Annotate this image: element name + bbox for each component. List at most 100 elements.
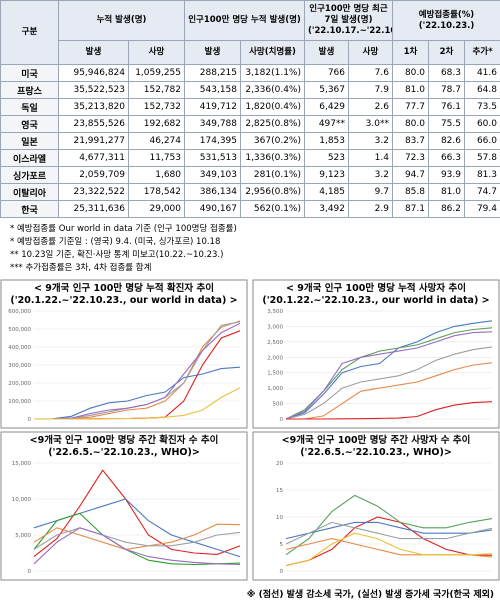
- row: 미국 95,946,824 1,059,255 288,215 3,182(1.1%) 7…: [0, 64, 500, 82]
- cell: 75.5: [428, 115, 465, 133]
- y-tick-label: 15: [276, 488, 283, 494]
- row: 프랑스 35,522,523 152,782 543,158 2,336(0.4%) 5,…: [0, 81, 500, 99]
- cell: 87.1: [392, 200, 429, 218]
- cell: 81.0: [428, 183, 465, 201]
- subheader: 발생: [58, 40, 129, 65]
- cell: 367(0.2%): [240, 132, 305, 150]
- cell: 1,680: [128, 166, 185, 184]
- y-tick-label: 300,000: [8, 363, 31, 369]
- cell: 6,429: [304, 98, 349, 116]
- y-tick-label: 500,000: [8, 327, 31, 333]
- cell: 57.8: [464, 149, 500, 167]
- cell: 23,322,522: [58, 183, 129, 201]
- cell: 7.9: [348, 81, 393, 99]
- y-tick-label: 15,000: [12, 461, 32, 467]
- country: 이스라엘: [0, 149, 59, 167]
- cell: 74.7: [464, 183, 500, 201]
- subheader: 사망(치명률): [240, 40, 305, 65]
- y-tick-label: 2,000: [267, 355, 283, 361]
- cell: 3,492: [304, 200, 349, 218]
- stats-table: 구분 누적 발생(명) 인구100만 명당 누적 발생(명) 인구100만 명당…: [0, 0, 500, 218]
- cell: 60.0: [464, 115, 500, 133]
- cell: 81.3: [464, 166, 500, 184]
- cell: 7.6: [348, 64, 393, 82]
- subheader: 사망: [128, 40, 185, 65]
- series-line: [33, 469, 241, 558]
- cell: 66.0: [464, 132, 500, 150]
- series-line: [34, 387, 241, 420]
- series-line: [285, 331, 493, 420]
- cell: 386,134: [184, 183, 241, 201]
- series-line: [34, 321, 241, 420]
- cell: 66.3: [428, 149, 465, 167]
- y-tick-label: 200,000: [8, 381, 31, 387]
- cell: 178,542: [128, 183, 185, 201]
- chart-subtitle: ('20.1.22.~'22.10.23., our world in data…: [262, 295, 489, 306]
- row: 한국 25,311,636 29,000 490,167 562(0.1%) 3,492 2…: [0, 200, 500, 218]
- cell: 523: [304, 149, 349, 167]
- cell: 68.3: [428, 64, 465, 82]
- subheader: 1차: [392, 40, 429, 65]
- subheader: 2차: [428, 40, 465, 65]
- cell: 3,182(1.1%): [240, 64, 305, 82]
- cell: 72.3: [392, 149, 429, 167]
- cell: 543,158: [184, 81, 241, 99]
- country: 싱가포르: [0, 166, 59, 184]
- cell: 152,732: [128, 98, 185, 116]
- cell: 73.5: [464, 98, 500, 116]
- cell: 80.0: [392, 64, 429, 82]
- panel: [0, 431, 248, 581]
- header: 예방접종률(%) ('22.10.23.): [392, 0, 500, 41]
- series-line: [285, 320, 493, 420]
- cell: 490,167: [184, 200, 241, 218]
- cell: 93.9: [428, 166, 465, 184]
- cell: 2.9: [348, 200, 393, 218]
- cell: 9.7: [348, 183, 393, 201]
- subheader: 추가*: [464, 40, 500, 65]
- cell: 25,311,636: [58, 200, 129, 218]
- cell: 4,185: [304, 183, 349, 201]
- row: 독일 35,213,820 152,732 419,712 1,820(0.4%) 6,4…: [0, 98, 500, 116]
- series-line: [286, 401, 493, 420]
- row: 일본 21,991,277 46,274 174,395 367(0.2%) 1,853 3…: [0, 132, 500, 150]
- series-line: [34, 322, 241, 420]
- y-tick-label: 500: [273, 402, 284, 408]
- cell: 2,825(0.8%): [240, 115, 305, 133]
- cell: 35,522,523: [58, 81, 129, 99]
- cell: 288,215: [184, 64, 241, 82]
- y-tick-label: 1,000: [267, 386, 283, 392]
- footer-note: ※ (점선) 발생 감소세 국가, (실선) 발생 증가세 국가(한국 제외): [247, 588, 494, 600]
- header: 구분: [0, 0, 59, 65]
- country: 독일: [0, 98, 59, 116]
- cell: 281(0.1%): [240, 166, 305, 184]
- y-tick-label: 5: [280, 542, 284, 548]
- y-tick-label: 0: [280, 569, 284, 575]
- cell: 9,123: [304, 166, 349, 184]
- cell: 766: [304, 64, 349, 82]
- header: 누적 발생(명): [58, 0, 185, 41]
- series-line: [285, 494, 493, 556]
- charts: < 9개국 인구 100만 명당 누적 확진자 추이 ('20.1.22.~'22…: [0, 279, 500, 600]
- cell: 1,336(0.3%): [240, 149, 305, 167]
- notes: * 예방접종률 Our world in data 기준 (인구 100명당 접…: [0, 218, 500, 279]
- chart-title: < 9개국 인구 100만 명당 누적 확진자 추이: [34, 282, 214, 294]
- y-tick-label: 10: [276, 515, 283, 521]
- subheader: 발생: [184, 40, 241, 65]
- cell: 497**: [304, 115, 349, 133]
- note: * 예방접종률 기준일 : (영국) 9.4. (미국, 싱가포르) 10.18: [10, 237, 221, 247]
- note: *** 추가접종률은 3차, 4차 접종률 합계: [10, 263, 152, 273]
- panel: [252, 279, 500, 429]
- series-line: [285, 521, 493, 540]
- cell: 46,274: [128, 132, 185, 150]
- series-line: [285, 346, 493, 420]
- subheader: 발생: [304, 40, 349, 65]
- series-line: [285, 327, 493, 420]
- cell: 192,682: [128, 115, 185, 133]
- series-line: [33, 527, 241, 566]
- chart-title: < 9개국 인구 100만 명당 누적 사망자 추이: [286, 282, 466, 294]
- cell: 78.7: [428, 81, 465, 99]
- y-tick-label: 3,000: [267, 324, 283, 330]
- cell: 3.2: [348, 166, 393, 184]
- cell: 35,213,820: [58, 98, 129, 116]
